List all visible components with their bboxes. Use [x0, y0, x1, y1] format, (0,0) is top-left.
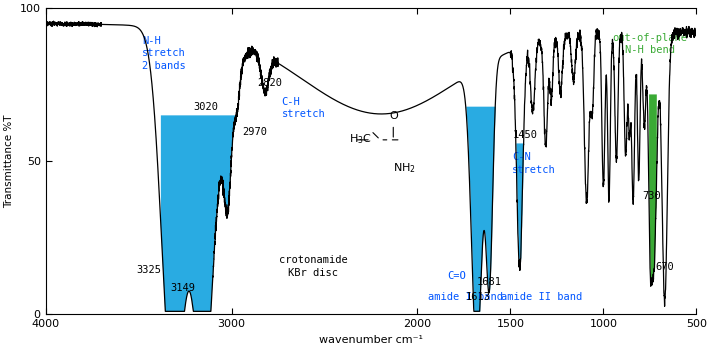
Text: 3325: 3325 [136, 265, 161, 275]
Text: $\mathregular{H_3C}$: $\mathregular{H_3C}$ [348, 132, 372, 146]
X-axis label: wavenumber cm⁻¹: wavenumber cm⁻¹ [319, 335, 423, 345]
Text: 3149: 3149 [170, 283, 196, 293]
Text: N-H
stretch
2 bands: N-H stretch 2 bands [142, 36, 186, 70]
Text: $\mathregular{NH_2}$: $\mathregular{NH_2}$ [393, 161, 416, 175]
Text: C-N
stretch: C-N stretch [512, 152, 556, 174]
Text: 3020: 3020 [193, 102, 218, 112]
Text: out-of-plane
N-H bend: out-of-plane N-H bend [612, 33, 688, 55]
Text: crotonamide
KBr disc: crotonamide KBr disc [279, 255, 348, 278]
Text: 670: 670 [656, 261, 675, 272]
Y-axis label: Transmittance %T: Transmittance %T [4, 114, 14, 208]
Text: amide II band: amide II band [501, 292, 582, 302]
Text: 2820: 2820 [257, 78, 282, 88]
Text: 1613: 1613 [465, 292, 491, 302]
Text: 730: 730 [643, 191, 661, 201]
Text: amide I band: amide I band [428, 292, 503, 302]
Text: 1450: 1450 [512, 130, 538, 140]
Text: C-H
stretch: C-H stretch [282, 97, 326, 119]
Text: O: O [389, 111, 397, 121]
Text: 2970: 2970 [242, 127, 267, 137]
Text: C=O: C=O [447, 271, 466, 281]
Text: 1681: 1681 [477, 277, 502, 287]
